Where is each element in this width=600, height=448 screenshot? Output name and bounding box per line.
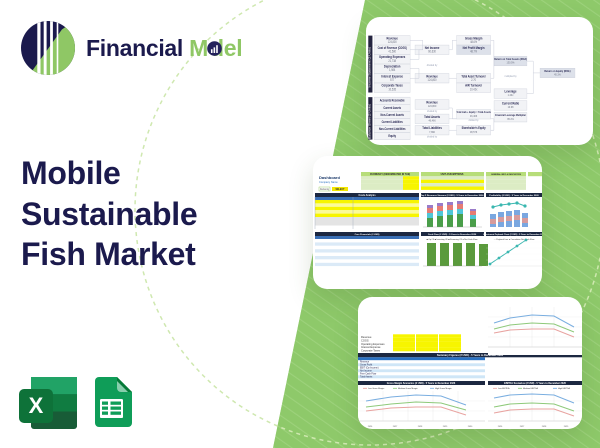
svg-text:2027: 2027: [393, 426, 398, 428]
svg-text:Total Assets: Total Assets: [360, 376, 373, 379]
svg-text:95.2%: 95.2%: [507, 116, 514, 120]
svg-text:Equity: Equity: [388, 134, 396, 138]
svg-text:Current Assets: Current Assets: [383, 105, 401, 109]
svg-text:High EBITDA: High EBITDA: [558, 387, 571, 390]
svg-text:Gross Profit: Gross Profit: [360, 364, 372, 367]
svg-text:Interest Expense: Interest Expense: [361, 345, 381, 349]
svg-text:Company Name: Company Name: [319, 180, 338, 184]
svg-text:2.70: 2.70: [471, 77, 476, 81]
svg-text:10,535: 10,535: [388, 87, 396, 91]
svg-text:Non-Current Liabilities: Non-Current Liabilities: [379, 127, 406, 131]
svg-text:— Payback Line ● Cumulative: — Payback Line ● Cumulative Net Cash Flo…: [494, 238, 535, 241]
svg-text:41,580: 41,580: [388, 49, 396, 53]
svg-text:124,800: 124,800: [428, 104, 437, 108]
svg-text:Profitability (2 USD) - 5 Year: Profitability (2 USD) - 5 Years to Decem…: [489, 194, 539, 197]
svg-text:10.42x: 10.42x: [470, 87, 478, 91]
svg-text:Medium Gross Margin: Medium Gross Margin: [398, 388, 418, 390]
svg-text:divided by: divided by: [427, 134, 438, 138]
svg-text:Cash Flow (2 USD) - 5 Years to: Cash Flow (2 USD) - 5 Years to December …: [428, 233, 477, 236]
svg-text:Revenue: Revenue: [361, 335, 372, 339]
svg-text:Current Liabilities: Current Liabilities: [382, 120, 403, 124]
svg-text:X: X: [29, 393, 44, 418]
svg-text:Gross Margin Scenarios (2 USD): Gross Margin Scenarios (2 USD) - 5 Years…: [387, 382, 456, 385]
svg-text:Low Gross Margin: Low Gross Margin: [368, 388, 384, 390]
svg-text:Net Income: Net Income: [360, 370, 372, 373]
svg-text:2026: 2026: [368, 426, 373, 428]
svg-text:EBITDA Scenarios (2 USD) - 5 Y: EBITDA Scenarios (2 USD) - 5 Years to De…: [504, 382, 566, 385]
svg-text:SELECT: SELECT: [335, 189, 345, 191]
svg-text:COGS: COGS: [361, 338, 369, 342]
svg-text:45.1%: 45.1%: [554, 72, 561, 76]
svg-text:2028: 2028: [418, 426, 423, 428]
svg-text:2030: 2030: [468, 426, 473, 428]
svg-text:21,738: 21,738: [388, 58, 396, 62]
svg-text:Non-Current Assets: Non-Current Assets: [381, 112, 405, 116]
svg-text:Dashboard: Dashboard: [319, 175, 340, 180]
svg-text:Free Cash Flow: Free Cash Flow: [360, 373, 377, 376]
svg-text:124,800: 124,800: [428, 77, 437, 81]
svg-text:Corporate Taxes: Corporate Taxes: [361, 349, 381, 353]
svg-text:multiplied by: multiplied by: [504, 75, 517, 78]
svg-text:EBIT (Op Income): EBIT (Op Income): [360, 368, 379, 370]
svg-text:577: 577: [390, 77, 394, 81]
svg-text:Revenue: Revenue: [360, 362, 370, 364]
svg-text:1,984: 1,984: [389, 68, 396, 72]
svg-text:divided by: divided by: [427, 63, 438, 67]
svg-text:2029: 2029: [443, 426, 448, 428]
svg-text:10.98: 10.98: [508, 105, 514, 109]
svg-text:divided by: divided by: [427, 108, 438, 112]
svg-text:Financial Leverage Multiplier: Financial Leverage Multiplier: [495, 113, 526, 117]
svg-text:124,800: 124,800: [388, 40, 397, 44]
svg-text:7,890: 7,890: [429, 129, 435, 133]
svg-text:2029: 2029: [564, 426, 569, 428]
svg-text:2026: 2026: [498, 426, 503, 428]
svg-text:Accounts Receivable: Accounts Receivable: [380, 98, 405, 102]
svg-text:38,576: 38,576: [470, 129, 478, 133]
svg-text:48.6%: 48.6%: [470, 40, 477, 44]
svg-text:46,466: 46,466: [428, 118, 436, 122]
svg-text:■ Op CF ■ Investing CF ■ F: ■ Op CF ■ Investing CF ■ Financing CF ● …: [427, 238, 478, 241]
svg-text:2027: 2027: [520, 426, 525, 428]
svg-text:Total Liab + Equity = Total As: Total Liab + Equity = Total Assets: [456, 111, 491, 114]
svg-text:High Gross Margin: High Gross Margin: [435, 388, 452, 390]
svg-text:Operating Expenses: Operating Expenses: [361, 342, 385, 346]
svg-text:UNIT ASSUMPTIONS: UNIT ASSUMPTIONS: [441, 173, 464, 176]
svg-text:1.20x: 1.20x: [508, 93, 514, 97]
svg-text:Core Financials (2 USD): Core Financials (2 USD): [355, 234, 380, 236]
svg-text:Low EBITDA: Low EBITDA: [498, 387, 510, 390]
svg-text:46,466: 46,466: [470, 114, 478, 118]
svg-text:Income Statement (2 Units): Income Statement (2 Units): [368, 47, 371, 88]
svg-text:Top 5 Resource Streams (2 USD): Top 5 Resource Streams (2 USD) - 5 Years…: [421, 194, 485, 197]
svg-text:CURRENCY (DENOMINATED IN THE): CURRENCY (DENOMINATED IN THE): [370, 173, 410, 176]
svg-text:Investment Payback Chart (2 US: Investment Payback Chart (2 USD) - 5 Yea…: [483, 233, 542, 236]
svg-text:GENERAL INFO & INDICATORS: GENERAL INFO & INDICATORS: [491, 173, 522, 176]
svg-text:Costs Analysis: Costs Analysis: [358, 194, 376, 197]
svg-text:divided by: divided by: [469, 119, 479, 122]
svg-text:Medium EBITDA: Medium EBITDA: [523, 387, 539, 390]
svg-text:130.5%: 130.5%: [507, 60, 515, 64]
svg-text:Currency: Currency: [320, 188, 330, 191]
svg-text:48.7%: 48.7%: [470, 49, 477, 53]
svg-text:2028: 2028: [542, 426, 547, 428]
svg-text:60,630: 60,630: [428, 49, 436, 53]
svg-text:Balance Sheet (2 Units): Balance Sheet (2 Units): [368, 104, 371, 139]
